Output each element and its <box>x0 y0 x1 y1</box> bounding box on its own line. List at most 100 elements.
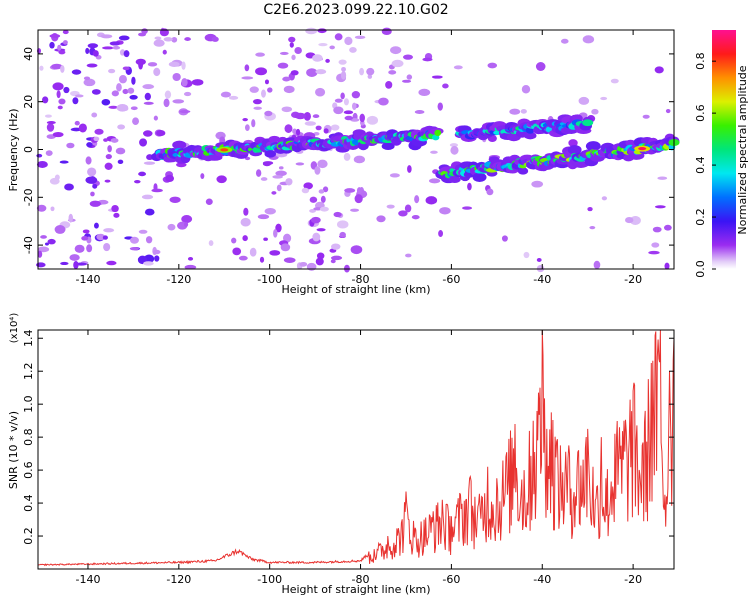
colorbar-tick-label: 0.4 <box>694 156 707 174</box>
noise-speckle <box>60 261 69 266</box>
noise-speckle <box>187 256 194 261</box>
noise-speckle <box>251 119 256 128</box>
noise-speckle <box>64 183 74 191</box>
snr-plot-area <box>38 330 674 569</box>
noise-speckle <box>267 87 273 93</box>
noise-speckle <box>208 240 214 246</box>
noise-speckle <box>42 96 49 104</box>
noise-speckle <box>85 47 90 55</box>
noise-speckle <box>147 62 158 67</box>
noise-speckle <box>301 187 310 194</box>
snr-x-tick-label: -100 <box>257 573 282 586</box>
snr-x-tick-label: -120 <box>166 573 191 586</box>
noise-speckle <box>106 260 117 266</box>
noise-speckle <box>390 46 402 55</box>
noise-speckle <box>273 228 278 238</box>
noise-speckle <box>535 62 546 71</box>
noise-speckle <box>407 165 412 173</box>
spectrogram-x-tick-label: -100 <box>257 273 282 286</box>
noise-speckle <box>153 39 165 47</box>
noise-speckle <box>648 250 660 255</box>
noise-speckle <box>367 74 373 79</box>
noise-speckle <box>96 233 106 241</box>
spectrogram-x-tick-label: -60 <box>442 273 460 286</box>
noise-speckle <box>112 45 121 50</box>
noise-speckle <box>325 58 330 63</box>
noise-speckle <box>139 138 148 147</box>
noise-speckle <box>578 96 590 105</box>
noise-speckle <box>501 235 508 242</box>
noise-speckle <box>391 59 404 68</box>
snr-panel: -140 -120 -100 -80 -60 -40 -20 0.2 0.4 0.6 0.8 1.0… <box>7 313 675 596</box>
spectrogram-y-tick-label: -40 <box>22 236 35 254</box>
noise-speckle <box>582 35 595 44</box>
snr-y-tick-label: 0.4 <box>22 494 35 512</box>
noise-speckle <box>122 66 130 71</box>
noise-speckle <box>103 242 111 252</box>
noise-speckle <box>343 98 349 106</box>
noise-speckle <box>249 86 259 93</box>
noise-speckle <box>122 88 129 95</box>
noise-speckle <box>102 46 114 50</box>
noise-speckle <box>269 250 281 256</box>
ridge-core <box>582 119 594 127</box>
ridge-halo <box>264 149 277 158</box>
noise-speckle <box>200 173 205 179</box>
noise-speckle <box>439 207 451 215</box>
noise-speckle <box>164 90 172 99</box>
noise-speckle <box>172 99 185 104</box>
snr-x-tick-label: -20 <box>624 573 642 586</box>
noise-speckle <box>54 225 66 234</box>
noise-speckle <box>60 65 65 73</box>
noise-speckle <box>57 105 63 110</box>
noise-speckle <box>344 36 353 46</box>
noise-speckle <box>74 120 80 126</box>
noise-speckle <box>130 236 139 244</box>
snr-y-tick-label: 0.8 <box>22 428 35 446</box>
colorbar-tick-label: 0.8 <box>694 52 707 70</box>
noise-speckle <box>228 95 239 100</box>
noise-speckle <box>319 206 329 212</box>
noise-speckle <box>654 66 664 74</box>
noise-speckle <box>664 262 670 270</box>
colorbar-label: Normalized spectral amplitude <box>736 65 749 234</box>
noise-speckle <box>129 94 138 100</box>
noise-speckle <box>73 260 79 270</box>
noise-speckle <box>283 85 295 94</box>
noise-speckle <box>241 76 254 80</box>
noise-speckle <box>244 64 250 72</box>
noise-speckle <box>654 205 666 209</box>
noise-speckle <box>652 226 662 233</box>
noise-speckle <box>179 109 191 114</box>
noise-speckle <box>82 229 90 234</box>
noise-speckle <box>62 29 69 35</box>
noise-speckle <box>568 139 578 147</box>
ridge-halo <box>625 139 636 147</box>
noise-speckle <box>418 88 431 97</box>
noise-speckle <box>279 51 289 55</box>
noise-speckle <box>51 63 63 70</box>
noise-speckle <box>243 207 249 216</box>
noise-speckle <box>145 236 153 244</box>
snr-y-tick-label: 0.6 <box>22 461 35 479</box>
noise-speckle <box>144 208 155 216</box>
noise-speckle <box>102 235 108 240</box>
snr-y-tick-label: 1.2 <box>22 362 35 380</box>
ridge-core <box>434 129 442 137</box>
noise-speckle <box>294 112 307 120</box>
noise-speckle <box>318 43 328 47</box>
noise-speckle <box>138 171 147 177</box>
noise-speckle <box>317 28 327 34</box>
noise-speckle <box>103 228 115 233</box>
spectrogram-heatmap <box>36 27 680 273</box>
noise-speckle <box>242 235 248 242</box>
ridge-halo <box>523 132 537 140</box>
noise-speckle <box>135 58 146 66</box>
noise-speckle <box>430 150 438 154</box>
noise-speckle <box>354 194 363 204</box>
noise-speckle <box>299 261 308 267</box>
noise-speckle <box>68 213 73 223</box>
ridge-halo <box>268 135 281 143</box>
noise-speckle <box>89 200 101 207</box>
noise-speckle <box>163 37 173 42</box>
